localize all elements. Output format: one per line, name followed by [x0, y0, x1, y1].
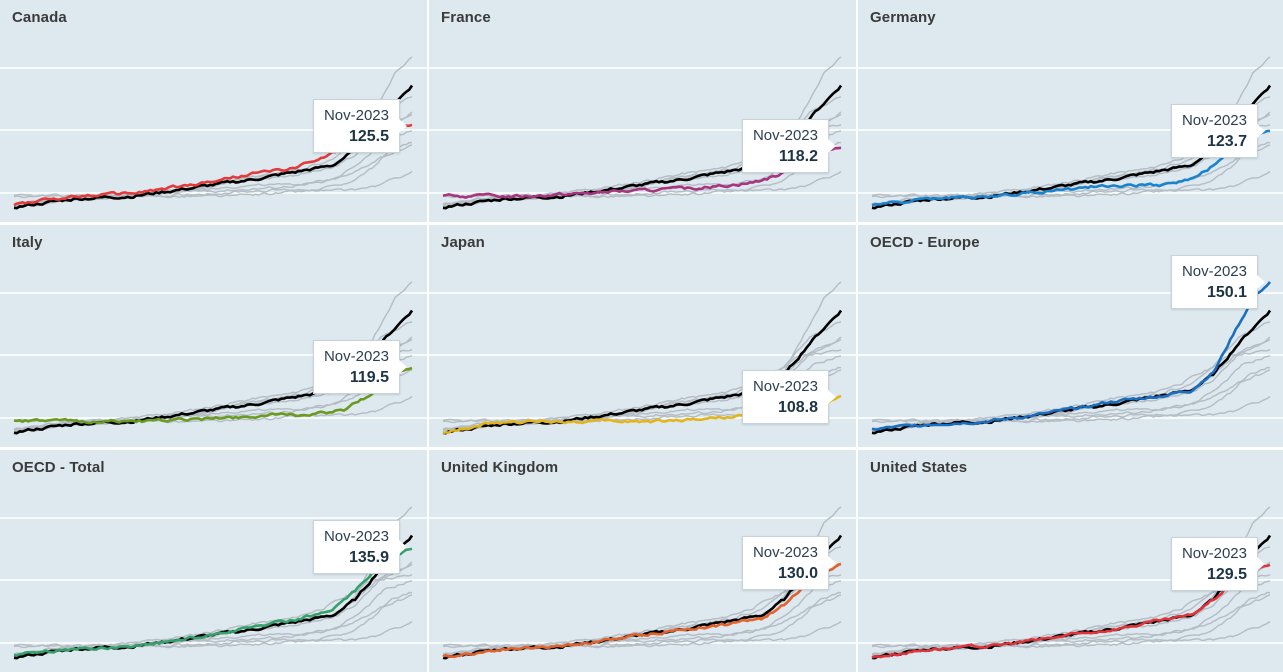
value-tooltip: Nov-2023 129.5 — [1170, 537, 1266, 592]
panel-title: Japan — [441, 234, 485, 251]
tooltip-date: Nov-2023 — [1181, 111, 1247, 129]
panel-title: OECD - Europe — [870, 234, 980, 251]
panel-title: United States — [870, 459, 968, 476]
background-series-line — [13, 170, 413, 208]
chart-panel: Germany Nov-2023 123.7 — [858, 0, 1283, 222]
highlight-series-line[interactable] — [13, 547, 413, 657]
tooltip-date: Nov-2023 — [323, 527, 389, 545]
chart-panel: France Nov-2023 118.2 — [429, 0, 856, 222]
chart-panel: OECD - Total Nov-2023 135.9 — [0, 450, 427, 672]
reference-series-line — [13, 84, 414, 210]
tooltip-value: 108.8 — [777, 398, 818, 416]
tooltip-date: Nov-2023 — [752, 377, 818, 395]
background-series-line — [871, 594, 1271, 648]
chart-panel: United Kingdom Nov-2023 130.0 — [429, 450, 856, 672]
value-tooltip: Nov-2023 135.9 — [312, 519, 408, 574]
background-series-line — [871, 395, 1271, 433]
background-series-line — [871, 369, 1271, 423]
reference-series-line — [871, 309, 1272, 435]
chart-panel: OECD - Europe Nov-2023 150.1 — [858, 225, 1283, 447]
highlight-series-line[interactable] — [13, 366, 413, 425]
value-tooltip: Nov-2023 118.2 — [741, 118, 837, 173]
value-tooltip: Nov-2023 130.0 — [741, 536, 837, 591]
tooltip-value: 150.1 — [1206, 284, 1247, 302]
panel-plot — [429, 506, 856, 660]
panel-title: France — [441, 9, 491, 26]
tooltip-date: Nov-2023 — [1181, 545, 1247, 563]
tooltip-value: 119.5 — [349, 369, 389, 387]
chart-panel: Canada Nov-2023 125.5 — [0, 0, 427, 222]
panel-plot — [0, 506, 427, 660]
highlight-series-line[interactable] — [442, 146, 842, 199]
tooltip-date: Nov-2023 — [323, 348, 389, 366]
chart-panel: United States Nov-2023 129.5 — [858, 450, 1283, 672]
panel-title: OECD - Total — [12, 459, 105, 476]
highlight-series-line[interactable] — [871, 281, 1272, 431]
background-series-line — [871, 620, 1271, 658]
panel-plot — [429, 56, 856, 210]
background-series-line — [13, 395, 413, 433]
panel-plot — [0, 56, 427, 210]
highlight-series-line[interactable] — [871, 563, 1271, 659]
value-tooltip: Nov-2023 123.7 — [1170, 103, 1266, 158]
background-series-line — [13, 620, 413, 658]
tooltip-value: 135.9 — [348, 548, 389, 566]
tooltip-value: 129.5 — [1206, 566, 1247, 584]
panel-title: Germany — [870, 9, 936, 26]
chart-panel: Japan Nov-2023 108.8 — [429, 225, 856, 447]
value-tooltip: Nov-2023 119.5 — [312, 340, 408, 395]
highlight-series-line[interactable] — [871, 129, 1271, 207]
value-tooltip: Nov-2023 108.8 — [741, 369, 837, 424]
background-series-line — [13, 594, 413, 648]
background-series-line — [442, 620, 842, 658]
tooltip-date: Nov-2023 — [323, 106, 389, 124]
tooltip-value: 123.7 — [1206, 132, 1247, 150]
panel-plot — [858, 506, 1283, 660]
tooltip-value: 118.2 — [778, 147, 818, 165]
highlight-series-line[interactable] — [442, 562, 842, 659]
tooltip-date: Nov-2023 — [752, 126, 818, 144]
panel-title: Italy — [12, 234, 43, 251]
panel-plot — [0, 281, 427, 435]
background-series-line — [871, 144, 1271, 198]
background-series-line — [442, 594, 842, 648]
tooltip-date: Nov-2023 — [752, 544, 818, 562]
tooltip-value: 125.5 — [348, 127, 389, 145]
panel-title: United Kingdom — [441, 459, 559, 476]
tooltip-value: 130.0 — [777, 565, 818, 583]
panel-title: Canada — [12, 9, 67, 26]
value-tooltip: Nov-2023 150.1 — [1170, 255, 1266, 310]
chart-panel: Italy Nov-2023 119.5 — [0, 225, 427, 447]
value-tooltip: Nov-2023 125.5 — [312, 98, 408, 153]
tooltip-date: Nov-2023 — [1181, 263, 1247, 281]
panel-plot — [858, 281, 1283, 435]
